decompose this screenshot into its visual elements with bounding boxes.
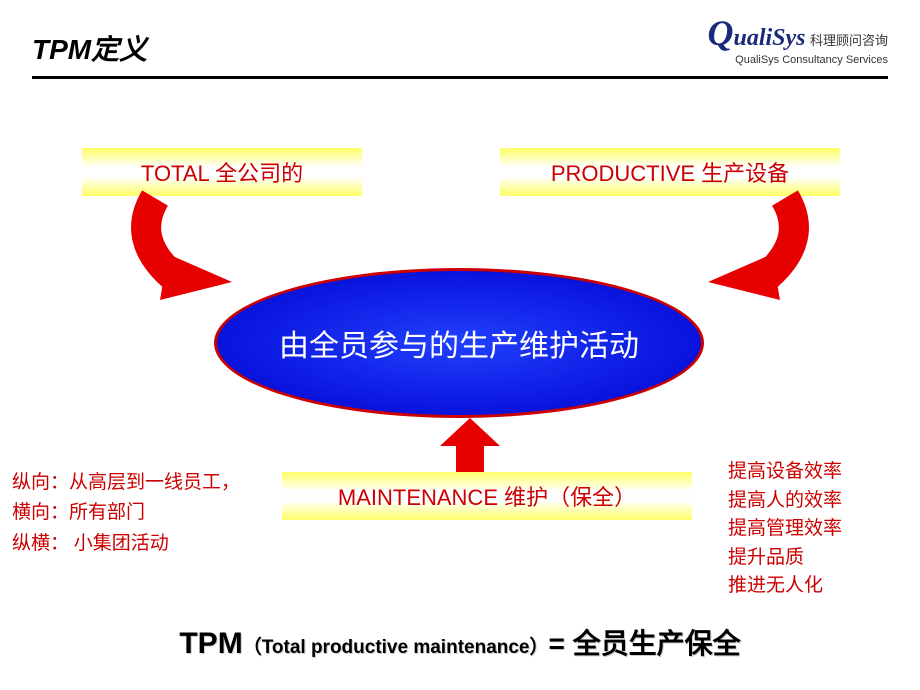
right-notes: 提高设备效率 提高人的效率 提高管理效率 提升品质 推进无人化 [728,458,842,601]
header: TPM定义 [32,28,888,79]
ellipse-text: 由全员参与的生产维护活动 [279,321,639,365]
page-title: TPM定义 [32,28,888,68]
bottom-definition: TPM（Total productive maintenance）= 全员生产保… [0,622,920,662]
left-note-3: 纵横： 小集团活动 [12,529,240,559]
arrow-up-icon [440,418,500,474]
box-productive: PRODUCTIVE 生产设备 [500,148,840,196]
right-note-3: 提高管理效率 [728,515,842,544]
bottom-eq: = 全员生产保全 [549,628,741,659]
arrow-left-icon [120,190,280,300]
box-maintenance: MAINTENANCE 维护（保全） [282,472,692,520]
left-note-1: 纵向：从高层到一线员工， [12,468,240,498]
box-total: TOTAL 全公司的 [82,148,362,196]
bottom-tpm: TPM [179,627,242,660]
right-note-4: 提升品质 [728,544,842,573]
left-notes: 纵向：从高层到一线员工， 横向：所有部门 纵横： 小集团活动 [12,468,240,559]
right-note-5: 推进无人化 [728,572,842,601]
box-total-text: TOTAL 全公司的 [141,156,303,188]
right-note-1: 提高设备效率 [728,458,842,487]
box-productive-text: PRODUCTIVE 生产设备 [551,156,789,188]
right-note-2: 提高人的效率 [728,487,842,516]
box-maintenance-text: MAINTENANCE 维护（保全） [338,480,636,512]
center-ellipse: 由全员参与的生产维护活动 [214,268,704,418]
bottom-paren: （Total productive maintenance） [243,637,549,658]
left-note-2: 横向：所有部门 [12,498,240,528]
arrow-right-icon [660,190,820,300]
